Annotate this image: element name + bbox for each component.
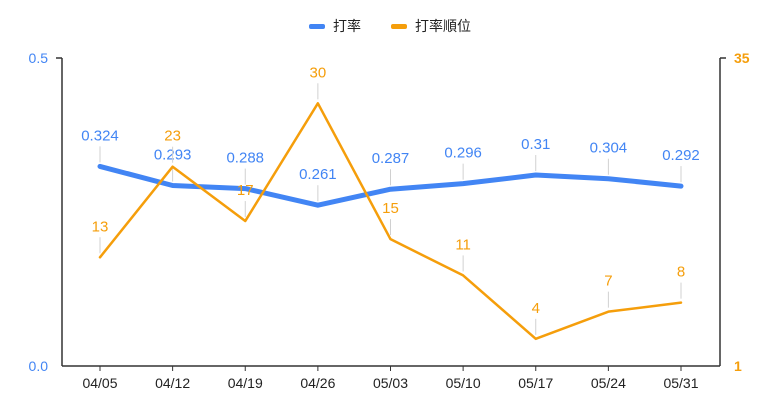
data-label-0-2: 0.288 <box>226 150 264 167</box>
legend-label-batting-avg: 打率 <box>333 18 361 34</box>
x-tick-label-3: 04/26 <box>300 375 335 391</box>
y-left-tick-label-max: 0.5 <box>29 50 49 66</box>
data-label-0-3: 0.261 <box>299 166 337 183</box>
data-label-0-7: 0.304 <box>590 140 628 157</box>
data-label-1-5: 11 <box>455 236 471 253</box>
legend-swatch-batting-avg <box>309 23 325 29</box>
legend-swatch-batting-rank <box>391 23 407 29</box>
y-left-tick-label-min: 0.0 <box>29 358 49 374</box>
data-label-1-4: 15 <box>382 200 399 217</box>
data-label-1-8: 8 <box>677 264 685 281</box>
x-tick-label-0: 04/05 <box>82 375 117 391</box>
x-tick-label-7: 05/24 <box>591 375 626 391</box>
data-label-1-0: 13 <box>92 218 109 235</box>
data-label-0-0: 0.324 <box>81 127 119 144</box>
legend: 打率 打率順位 <box>0 16 780 36</box>
y-right-tick-label-max: 35 <box>734 50 750 66</box>
y-right-tick-label-min: 1 <box>734 358 742 374</box>
data-label-1-7: 7 <box>604 273 612 290</box>
data-label-0-4: 0.287 <box>372 150 410 167</box>
x-tick-label-2: 04/19 <box>228 375 263 391</box>
data-label-1-2: 17 <box>237 182 254 199</box>
data-label-0-6: 0.31 <box>521 136 550 153</box>
series-line-0 <box>97 163 684 208</box>
legend-label-batting-rank: 打率順位 <box>415 18 471 34</box>
x-tick-label-1: 04/12 <box>155 375 190 391</box>
x-tick-label-6: 05/17 <box>518 375 553 391</box>
series-line-1 <box>98 102 683 341</box>
x-tick-label-5: 05/10 <box>446 375 481 391</box>
data-label-1-1: 23 <box>164 128 181 145</box>
legend-item-batting-avg[interactable]: 打率 <box>309 16 361 36</box>
x-tick-label-4: 05/03 <box>373 375 408 391</box>
data-label-0-8: 0.292 <box>662 147 700 164</box>
x-tick-label-8: 05/31 <box>663 375 698 391</box>
legend-item-batting-rank[interactable]: 打率順位 <box>391 16 471 36</box>
data-label-0-5: 0.296 <box>444 145 482 162</box>
data-label-1-3: 30 <box>310 64 327 81</box>
data-label-1-6: 4 <box>532 300 540 317</box>
